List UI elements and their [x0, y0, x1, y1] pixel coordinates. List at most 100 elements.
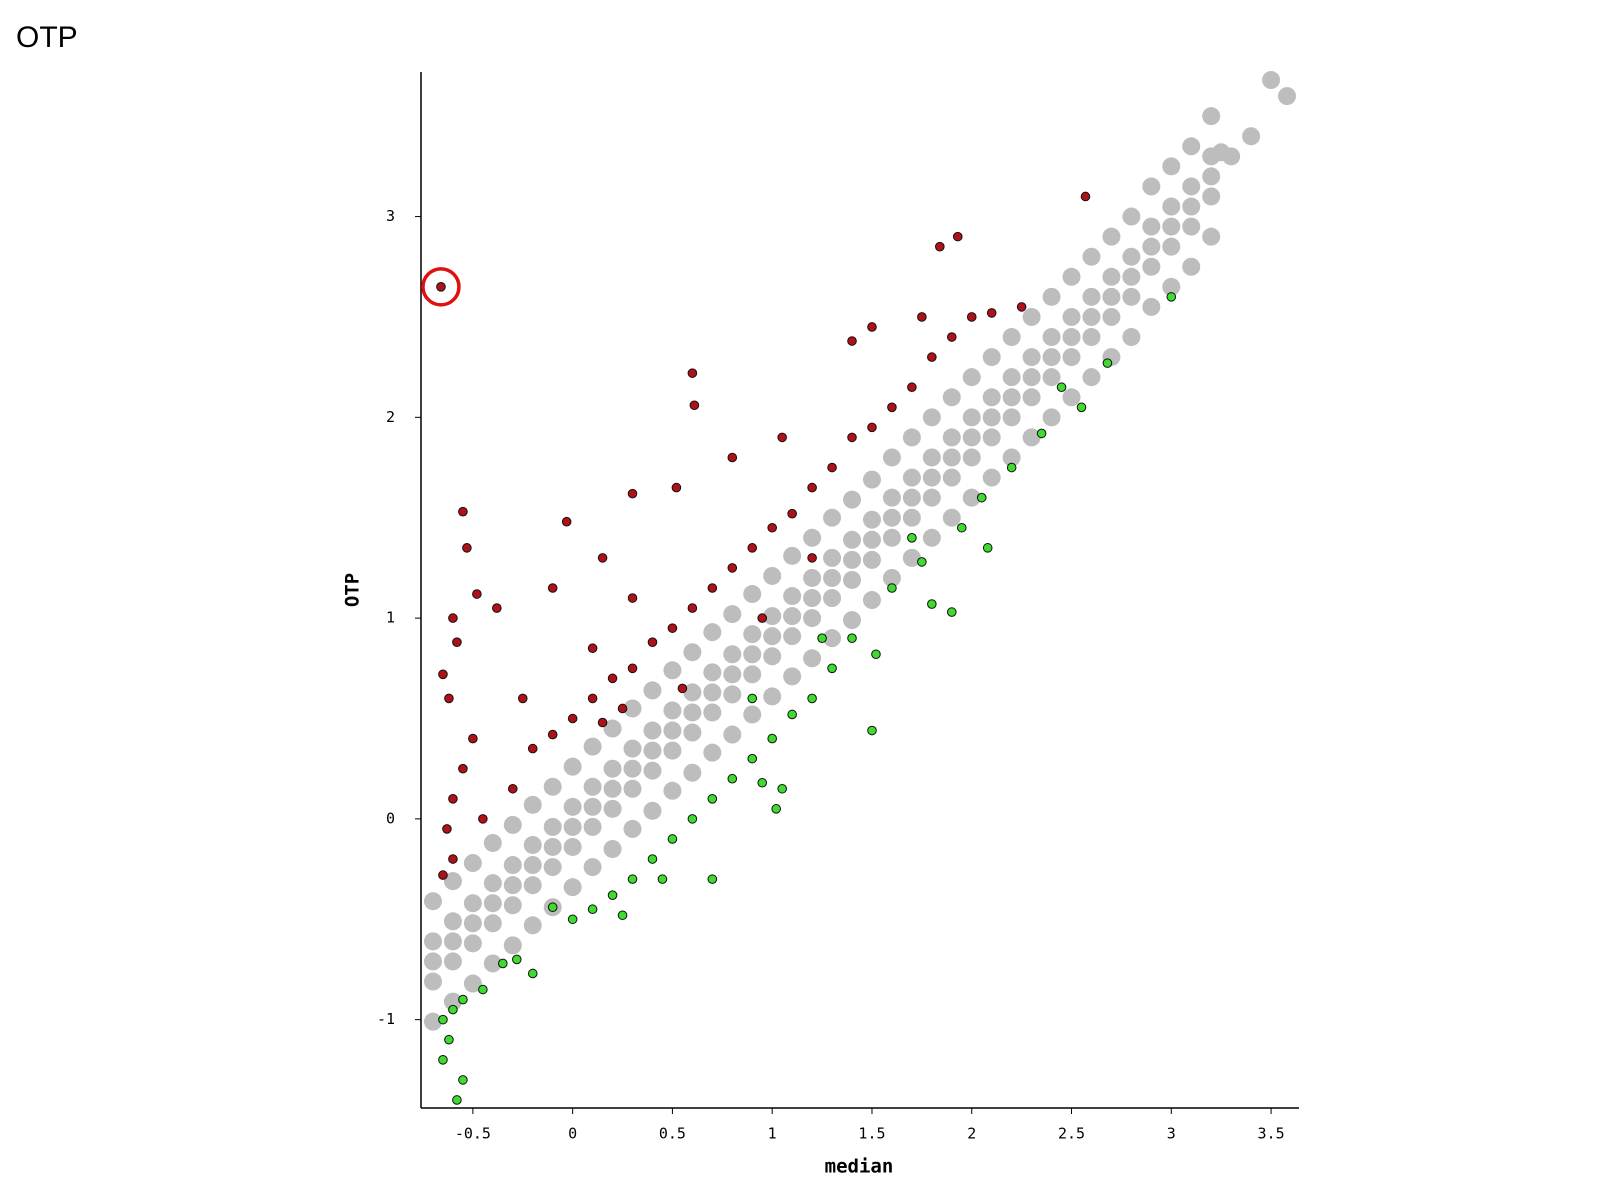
scatter-point: [667, 834, 678, 844]
scatter-point: [862, 550, 881, 569]
scatter-point: [458, 994, 468, 1005]
scatter-point: [922, 448, 941, 467]
scatter-point: [643, 761, 662, 780]
scatter-point: [438, 669, 448, 680]
scatter-point: [543, 777, 562, 796]
scatter-point: [747, 543, 758, 553]
scatter-point: [663, 741, 682, 760]
scatter-point: [563, 797, 582, 816]
scatter-point: [747, 693, 758, 704]
scatter-point: [1202, 167, 1221, 186]
scatter-point: [882, 568, 901, 587]
scatter-point: [727, 452, 738, 463]
scatter-point: [966, 312, 977, 322]
scatter-point: [683, 703, 702, 722]
scatter-point: [962, 408, 981, 427]
scatter-point: [643, 721, 662, 740]
scatter-point: [962, 488, 981, 507]
scatter-point: [823, 568, 842, 587]
scatter-point: [723, 685, 742, 704]
scatter-point: [507, 783, 518, 794]
scatter-point: [946, 332, 957, 342]
scatter-point: [1022, 428, 1041, 447]
scatter-point: [1202, 227, 1221, 246]
scatter-point: [777, 783, 787, 794]
scatter-point: [687, 603, 698, 613]
x-tick-label: 0: [568, 1125, 577, 1143]
scatter-point: [902, 508, 921, 527]
scatter-point: [823, 548, 842, 567]
scatter-point: [927, 599, 937, 609]
scatter-point: [942, 508, 961, 527]
scatter-point: [843, 570, 862, 589]
scatter-point: [867, 322, 877, 332]
scatter-point: [663, 721, 682, 740]
scatter-point: [882, 488, 901, 507]
y-tick-label: -1: [377, 1010, 395, 1028]
scatter-point: [843, 530, 862, 549]
x-tick-label: 0.5: [659, 1125, 686, 1143]
scatter-point: [567, 914, 578, 925]
scatter-point: [443, 992, 462, 1011]
x-tick-label: 1.5: [858, 1125, 885, 1143]
scatter-point: [1122, 207, 1141, 226]
scatter-point: [817, 633, 827, 643]
scatter-point: [1042, 348, 1061, 367]
scatter-point: [563, 878, 582, 897]
scatter-point: [1182, 177, 1201, 196]
scatter-point: [763, 607, 782, 626]
scatter-point: [1056, 382, 1067, 393]
scatter-point: [443, 912, 462, 931]
scatter-point: [1062, 267, 1081, 286]
scatter-point: [1122, 247, 1141, 266]
y-tick-label: 3: [386, 207, 395, 225]
scatter-point: [677, 683, 688, 694]
scatter-point: [463, 854, 482, 873]
scatter-point: [438, 1014, 448, 1025]
scatter-point: [603, 759, 622, 778]
scatter-point: [807, 553, 817, 563]
scatter-point: [561, 516, 572, 527]
scatter-point: [942, 448, 961, 467]
scatter-point: [922, 468, 941, 487]
scatter-point: [523, 795, 542, 814]
scatter-point: [627, 874, 638, 884]
scatter-point: [803, 528, 822, 547]
scatter-point: [567, 713, 578, 724]
scatter-point: [503, 876, 522, 895]
scatter-point: [423, 952, 442, 971]
scatter-point: [458, 1075, 468, 1085]
scatter-point: [643, 741, 662, 760]
scatter-point: [962, 368, 981, 387]
scatter-point: [1142, 297, 1161, 316]
scatter-point: [763, 627, 782, 646]
scatter-point: [843, 550, 862, 569]
scatter-point: [962, 428, 981, 447]
scatter-point: [1022, 307, 1041, 326]
scatter-point: [1202, 107, 1221, 126]
scatter-point: [703, 663, 722, 682]
scatter-point: [907, 382, 917, 393]
scatter-point: [1242, 127, 1261, 146]
scatter-point: [922, 488, 941, 507]
scatter-point: [767, 733, 778, 744]
scatter-point: [1182, 217, 1201, 236]
x-tick-label: 3: [1167, 1125, 1176, 1143]
scatter-point: [847, 432, 857, 443]
scatter-point: [1022, 348, 1041, 367]
scatter-point: [463, 934, 482, 953]
y-tick-label: 1: [386, 609, 395, 627]
scatter-point: [547, 729, 558, 740]
scatter-point: [483, 894, 502, 913]
scatter-point: [517, 693, 528, 704]
scatter-point: [902, 488, 921, 507]
scatter-point: [503, 815, 522, 834]
scatter-point: [543, 858, 562, 877]
scatter-point: [827, 462, 837, 473]
x-tick-label: -0.5: [455, 1125, 491, 1143]
scatter-point: [1022, 388, 1041, 407]
scatter-point: [882, 508, 901, 527]
scatter-point: [617, 703, 628, 714]
scatter-point: [663, 701, 682, 720]
scatter-point: [902, 548, 921, 567]
